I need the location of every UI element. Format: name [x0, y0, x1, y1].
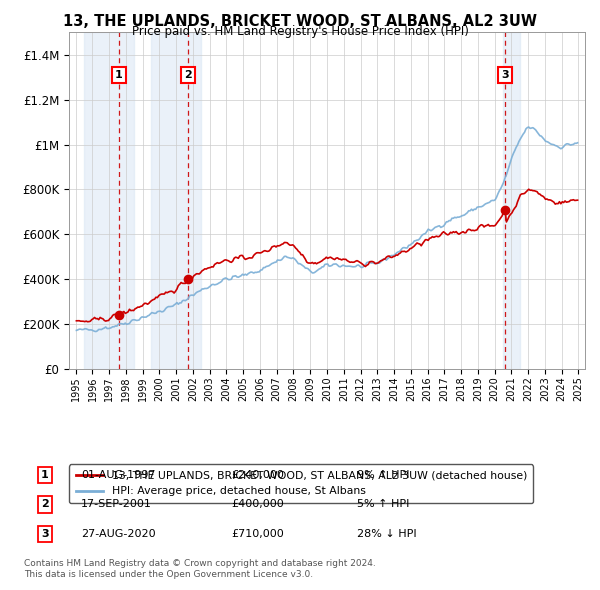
Text: 1: 1: [41, 470, 49, 480]
Text: Price paid vs. HM Land Registry's House Price Index (HPI): Price paid vs. HM Land Registry's House …: [131, 25, 469, 38]
Bar: [503, 32, 520, 369]
Text: 5% ↑ HPI: 5% ↑ HPI: [357, 500, 409, 509]
Text: £710,000: £710,000: [231, 529, 284, 539]
Text: Contains HM Land Registry data © Crown copyright and database right 2024.: Contains HM Land Registry data © Crown c…: [24, 559, 376, 568]
Text: 1: 1: [115, 70, 123, 80]
Text: 13, THE UPLANDS, BRICKET WOOD, ST ALBANS, AL2 3UW: 13, THE UPLANDS, BRICKET WOOD, ST ALBANS…: [63, 14, 537, 28]
Bar: [84, 32, 134, 369]
Text: This data is licensed under the Open Government Licence v3.0.: This data is licensed under the Open Gov…: [24, 571, 313, 579]
Text: 2: 2: [184, 70, 192, 80]
Text: 28% ↓ HPI: 28% ↓ HPI: [357, 529, 416, 539]
Text: 2: 2: [41, 500, 49, 509]
Text: £400,000: £400,000: [231, 500, 284, 509]
Text: 01-AUG-1997: 01-AUG-1997: [81, 470, 155, 480]
Text: £240,000: £240,000: [231, 470, 284, 480]
Legend: 13, THE UPLANDS, BRICKET WOOD, ST ALBANS, AL2 3UW (detached house), HPI: Average: 13, THE UPLANDS, BRICKET WOOD, ST ALBANS…: [69, 464, 533, 503]
Text: 17-SEP-2001: 17-SEP-2001: [81, 500, 152, 509]
Bar: [151, 32, 202, 369]
Text: 9% ↑ HPI: 9% ↑ HPI: [357, 470, 409, 480]
Text: 3: 3: [501, 70, 509, 80]
Text: 27-AUG-2020: 27-AUG-2020: [81, 529, 155, 539]
Text: 3: 3: [41, 529, 49, 539]
